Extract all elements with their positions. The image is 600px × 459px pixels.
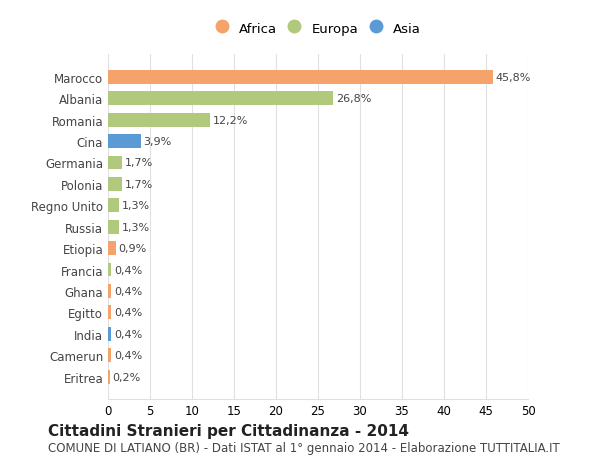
Text: 1,7%: 1,7% [125, 158, 153, 168]
Bar [108, 113, 211, 127]
Bar [108, 71, 493, 84]
Bar [108, 348, 112, 362]
Text: Cittadini Stranieri per Cittadinanza - 2014: Cittadini Stranieri per Cittadinanza - 2… [48, 423, 409, 438]
Text: 1,7%: 1,7% [125, 179, 153, 190]
Bar [108, 306, 112, 319]
Text: 26,8%: 26,8% [335, 94, 371, 104]
Text: 1,3%: 1,3% [121, 222, 149, 232]
Bar [108, 92, 333, 106]
Text: 0,4%: 0,4% [114, 265, 142, 275]
Bar [108, 370, 110, 384]
Text: 1,3%: 1,3% [121, 201, 149, 211]
Text: 0,9%: 0,9% [118, 244, 146, 253]
Bar [108, 241, 116, 256]
Bar [108, 156, 122, 170]
Text: 0,4%: 0,4% [114, 350, 142, 360]
Text: 0,4%: 0,4% [114, 329, 142, 339]
Bar [108, 263, 112, 277]
Bar [108, 284, 112, 298]
Text: 0,4%: 0,4% [114, 308, 142, 318]
Text: 12,2%: 12,2% [213, 115, 248, 125]
Bar [108, 135, 141, 149]
Bar [108, 220, 119, 234]
Bar [108, 327, 112, 341]
Legend: Africa, Europa, Asia: Africa, Europa, Asia [210, 17, 426, 41]
Bar [108, 178, 122, 191]
Text: 0,4%: 0,4% [114, 286, 142, 296]
Text: COMUNE DI LATIANO (BR) - Dati ISTAT al 1° gennaio 2014 - Elaborazione TUTTITALIA: COMUNE DI LATIANO (BR) - Dati ISTAT al 1… [48, 442, 560, 454]
Text: 45,8%: 45,8% [495, 73, 530, 83]
Bar [108, 199, 119, 213]
Text: 0,2%: 0,2% [112, 372, 140, 382]
Text: 3,9%: 3,9% [143, 137, 172, 147]
